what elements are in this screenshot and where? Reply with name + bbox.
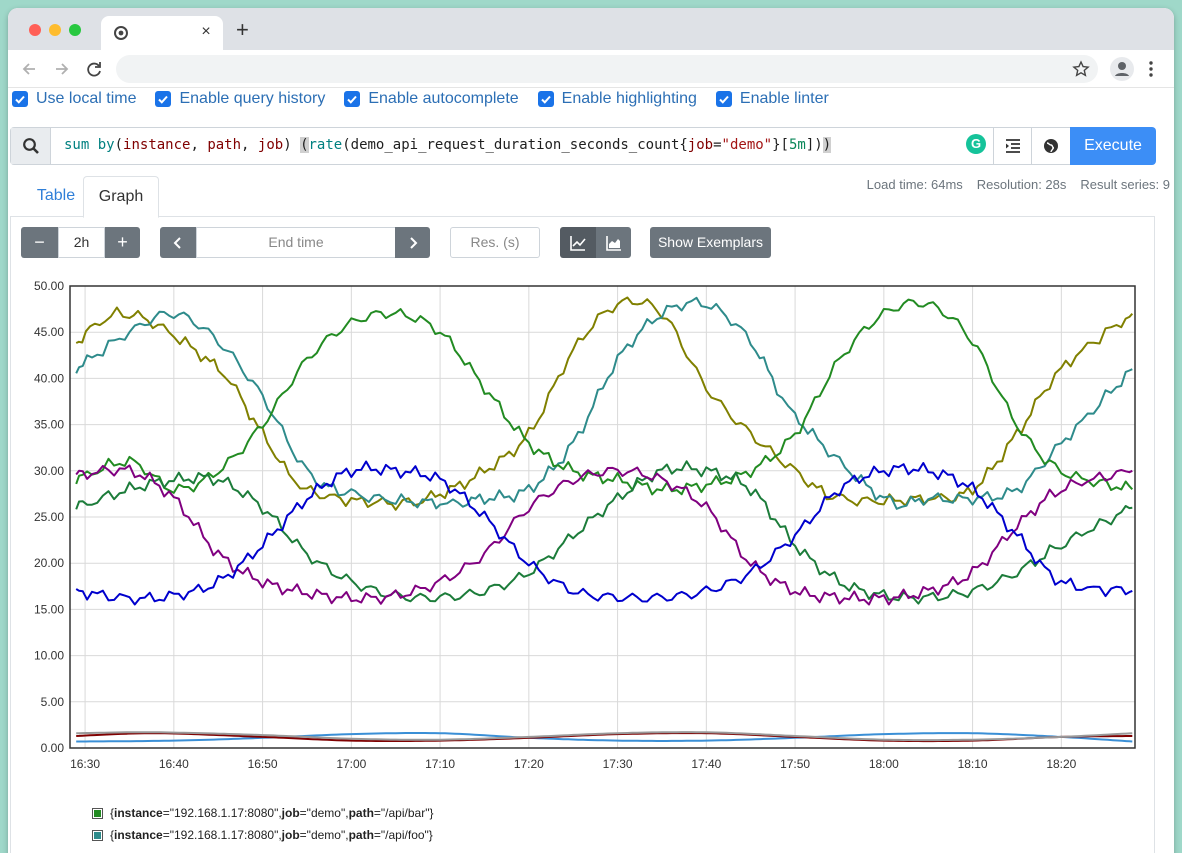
query-token: }[ <box>772 137 789 153</box>
query-token: ) <box>283 137 301 153</box>
query-token: job <box>257 137 284 153</box>
maximize-window-button[interactable] <box>69 24 81 36</box>
checkbox-checked-icon[interactable] <box>715 91 732 107</box>
time-back-button[interactable] <box>160 227 196 258</box>
legend-swatch <box>92 807 103 819</box>
chart-legend: {instance ="192.168.1.17:8080", job ="demo… <box>92 802 433 846</box>
close-window-button[interactable] <box>29 24 41 36</box>
legend-label-part: job <box>281 828 300 842</box>
checkbox-checked-icon[interactable] <box>537 91 554 107</box>
legend-label-part: { <box>110 806 115 820</box>
legend-label-part: ="/api/bar"} <box>373 806 434 820</box>
browser-toolbar <box>8 50 1174 88</box>
setting-label: Use local time <box>36 90 137 107</box>
query-token: "demo" <box>721 137 773 153</box>
address-bar[interactable] <box>116 55 1098 83</box>
setting-label: Enable linter <box>739 90 829 107</box>
setting-label: Enable query history <box>179 90 326 107</box>
grammarly-icon[interactable]: G <box>966 134 986 154</box>
search-icon <box>11 128 51 164</box>
legend-label-part: { <box>110 828 115 842</box>
settings-bar: Use local time Enable query history Enab… <box>12 89 848 109</box>
time-forward-button[interactable] <box>395 227 430 258</box>
query-expression-input[interactable]: sum by(instance, path, job) (rate(demo_a… <box>64 137 832 153</box>
checkbox-checked-icon[interactable] <box>155 91 172 107</box>
metrics-explorer-button[interactable] <box>1031 128 1069 164</box>
query-token: ) <box>822 137 832 153</box>
legend-label-part: ="demo", <box>299 806 349 820</box>
tab-strip: × + <box>8 8 1174 50</box>
query-token: ( <box>114 137 124 153</box>
reload-icon[interactable] <box>83 58 105 80</box>
format-expression-button[interactable] <box>993 128 1031 164</box>
decrease-range-button[interactable]: − <box>21 227 58 258</box>
panel-tabs: Table Graph <box>10 176 1155 218</box>
show-exemplars-button[interactable]: Show Exemplars <box>650 227 771 258</box>
setting-use-local-time[interactable]: Use local time <box>12 89 136 109</box>
query-token: = <box>713 137 722 153</box>
execute-button[interactable]: Execute <box>1070 127 1156 165</box>
setting-enable-query-history[interactable]: Enable query history <box>155 89 325 109</box>
query-bar: sum by(instance, path, job) (rate(demo_a… <box>10 127 1156 165</box>
legend-label-part: ="demo", <box>299 828 349 842</box>
checkbox-checked-icon[interactable] <box>344 91 361 107</box>
setting-label: Enable highlighting <box>561 90 697 107</box>
stacked-chart-button[interactable] <box>596 227 631 258</box>
legend-item[interactable]: {instance ="192.168.1.17:8080", job ="demo… <box>92 802 433 824</box>
query-token: path <box>207 137 242 153</box>
result-series: Result series: 9 <box>1080 177 1170 192</box>
query-token: rate <box>308 137 343 153</box>
legend-label-part: ="/api/foo"} <box>373 828 433 842</box>
legend-label-part: ="192.168.1.17:8080", <box>162 806 282 820</box>
end-time-input[interactable]: End time <box>196 227 396 258</box>
legend-label-part: path <box>348 806 374 820</box>
checkbox-checked-icon[interactable] <box>12 91 28 107</box>
legend-item[interactable]: {instance ="192.168.1.17:8080", job ="demo… <box>92 824 433 846</box>
browser-tab[interactable]: × <box>101 16 223 50</box>
chrome-icon <box>114 26 128 40</box>
resolution: Resolution: 28s <box>976 177 1067 192</box>
range-input[interactable]: 2h <box>58 227 105 258</box>
legend-label-part: instance <box>114 806 163 820</box>
increase-range-button[interactable]: + <box>105 227 140 258</box>
query-token: job <box>687 137 714 153</box>
forward-arrow-icon[interactable] <box>51 58 73 80</box>
query-token: , <box>190 137 208 153</box>
setting-enable-highlighting[interactable]: Enable highlighting <box>537 89 697 109</box>
setting-label: Enable autocomplete <box>368 90 519 107</box>
tab-graph[interactable]: Graph <box>83 176 159 218</box>
query-token: sum <box>64 137 90 153</box>
legend-label-part: instance <box>114 828 163 842</box>
legend-label-part: ="192.168.1.17:8080", <box>162 828 282 842</box>
line-chart-button[interactable] <box>560 227 596 258</box>
query-token: instance <box>123 137 191 153</box>
graph-panel <box>10 217 1155 853</box>
legend-label-part: path <box>348 828 374 842</box>
query-token: ]) <box>805 137 823 153</box>
query-token: 5m <box>788 137 806 153</box>
setting-enable-autocomplete[interactable]: Enable autocomplete <box>344 89 519 109</box>
query-token: (demo_api_request_duration_seconds_count… <box>342 137 688 153</box>
query-token <box>89 137 97 153</box>
query-token: ( <box>300 137 309 153</box>
minimize-window-button[interactable] <box>49 24 61 36</box>
legend-swatch <box>92 829 103 841</box>
tab-table[interactable]: Table <box>36 187 76 204</box>
tab-close-icon[interactable]: × <box>201 23 211 40</box>
setting-enable-linter[interactable]: Enable linter <box>715 89 829 109</box>
resolution-input[interactable]: Res. (s) <box>450 227 540 258</box>
load-time: Load time: 64ms <box>866 177 963 192</box>
profile-avatar-icon[interactable] <box>1110 57 1134 81</box>
query-token: , <box>241 137 258 153</box>
new-tab-button[interactable]: + <box>236 17 249 42</box>
bookmark-star-icon[interactable] <box>1072 60 1090 78</box>
query-token: by <box>97 137 115 153</box>
back-arrow-icon[interactable] <box>18 58 40 80</box>
legend-label-part: job <box>281 806 300 820</box>
menu-kebab-icon[interactable] <box>1145 59 1157 79</box>
query-stats: Load time: 64ms Resolution: 28s Result s… <box>853 177 1170 192</box>
